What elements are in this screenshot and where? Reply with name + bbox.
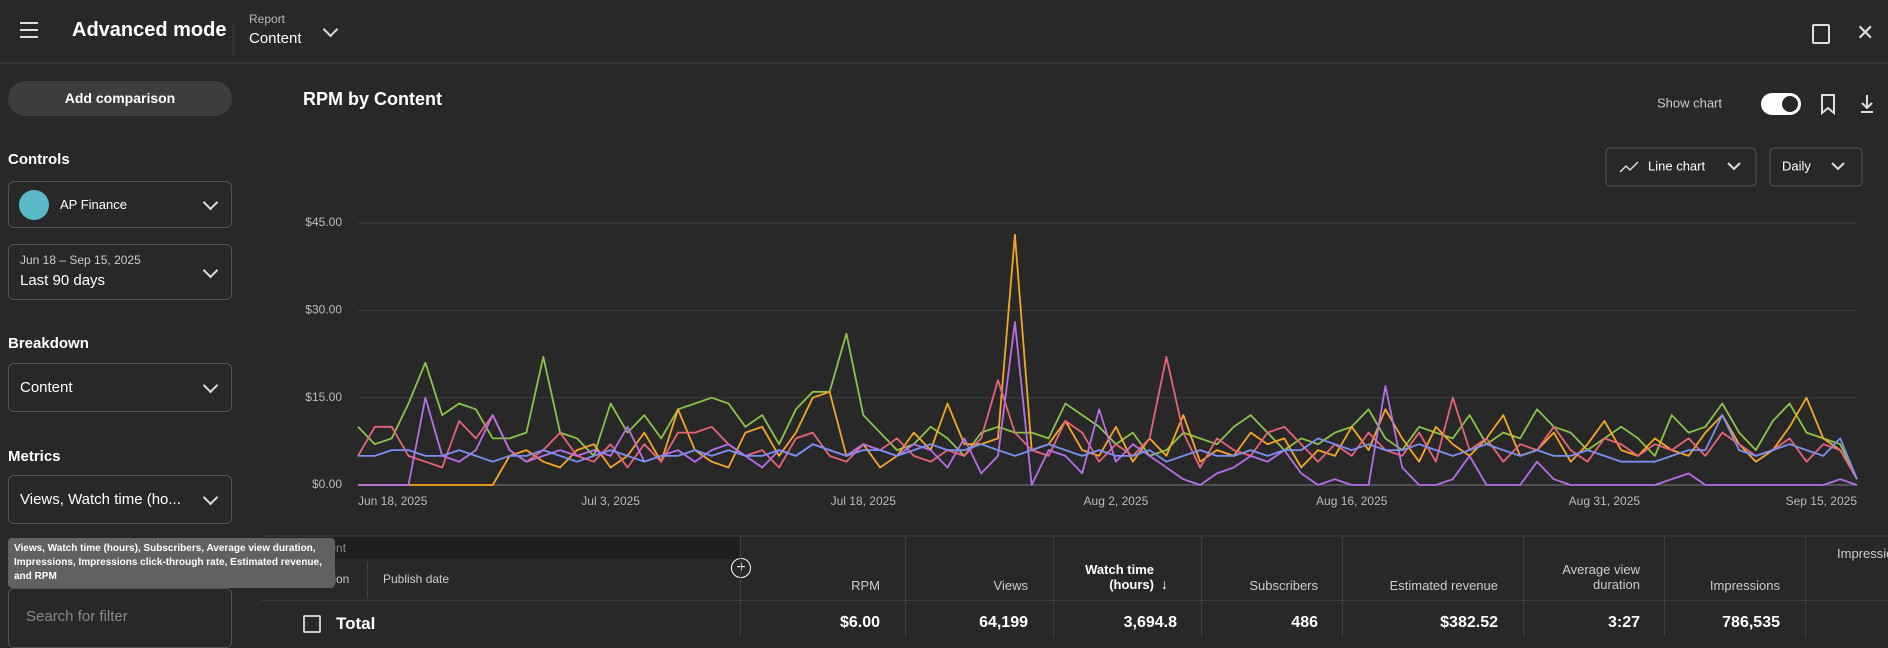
date-label: Last 90 days bbox=[20, 272, 106, 289]
row-divider bbox=[262, 600, 1888, 601]
column-header[interactable]: Impressions bbox=[1709, 578, 1780, 593]
column-divider bbox=[1664, 536, 1665, 637]
chevron bbox=[1727, 162, 1741, 171]
close-icon[interactable]: ✕ bbox=[1856, 20, 1875, 45]
column-divider bbox=[1053, 536, 1054, 637]
channel-avatar bbox=[19, 190, 49, 220]
column-header: Publish date bbox=[383, 572, 450, 586]
search-placeholder: Search for filter bbox=[26, 608, 128, 625]
total-cell: $382.52 bbox=[1440, 614, 1498, 631]
add-column-icon[interactable]: + bbox=[731, 558, 751, 578]
column-header[interactable]: Subscribers bbox=[1249, 578, 1318, 593]
line-icon bbox=[1619, 161, 1639, 173]
date-select[interactable]: Jun 18 – Sep 15, 2025 Last 90 days bbox=[8, 244, 232, 300]
column-header[interactable]: Impressions click-through rate bbox=[1837, 546, 1888, 561]
x-tick-label: Jun 18, 2025 bbox=[358, 494, 428, 508]
column-divider bbox=[1805, 536, 1806, 637]
column-header[interactable]: RPM bbox=[851, 578, 880, 593]
channel-select[interactable]: AP Finance bbox=[8, 181, 232, 228]
breakdown-value: Content bbox=[20, 379, 73, 396]
x-tick-label: Sep 15, 2025 bbox=[1786, 494, 1858, 508]
y-tick-label: $45.00 bbox=[305, 215, 342, 229]
content-header-bar bbox=[262, 537, 740, 559]
chevron bbox=[202, 489, 219, 506]
total-cell: 3:27 bbox=[1607, 614, 1640, 631]
x-tick-label: Aug 31, 2025 bbox=[1569, 494, 1641, 508]
chevron bbox=[1831, 162, 1845, 171]
chevron bbox=[202, 194, 219, 211]
interval-label: Daily bbox=[1782, 158, 1811, 173]
chart-type-label: Line chart bbox=[1648, 158, 1705, 173]
x-tick-label: Jul 3, 2025 bbox=[581, 494, 640, 508]
y-tick-label: $0.00 bbox=[312, 477, 342, 491]
x-tick-label: Aug 16, 2025 bbox=[1316, 494, 1388, 508]
menu-icon[interactable] bbox=[20, 22, 38, 38]
column-header[interactable]: Average view duration bbox=[1562, 562, 1640, 592]
total-cell: 3,694.8 bbox=[1123, 614, 1177, 631]
breakdown-heading: Breakdown bbox=[8, 335, 89, 352]
metrics-value: Views, Watch time (ho... bbox=[20, 491, 181, 508]
column-divider bbox=[367, 562, 368, 598]
show-chart-label: Show chart bbox=[1657, 95, 1722, 110]
total-label: Total bbox=[336, 614, 376, 633]
chevron bbox=[202, 377, 219, 394]
feedback-icon[interactable] bbox=[1812, 24, 1830, 44]
row-checkbox[interactable] bbox=[303, 615, 321, 633]
chart-type-button[interactable] bbox=[1605, 147, 1757, 187]
column-header[interactable]: Estimated revenue bbox=[1389, 578, 1498, 593]
page-title: Advanced mode bbox=[72, 19, 227, 41]
add-comparison-button[interactable]: Add comparison bbox=[8, 81, 232, 116]
download-icon[interactable] bbox=[1861, 95, 1873, 113]
metrics-heading: Metrics bbox=[8, 448, 61, 465]
series-line bbox=[358, 321, 1858, 486]
bookmark-icon[interactable] bbox=[1821, 94, 1835, 116]
total-cell: 486 bbox=[1291, 614, 1318, 631]
y-tick-label: $30.00 bbox=[305, 303, 342, 317]
toggle[interactable] bbox=[1761, 93, 1801, 115]
interval-button[interactable] bbox=[1769, 147, 1863, 187]
column-divider bbox=[1201, 536, 1202, 637]
total-cell: 64,199 bbox=[979, 614, 1028, 631]
series-line bbox=[358, 233, 1858, 486]
controls-heading: Controls bbox=[8, 151, 70, 168]
chart-title: RPM by Content bbox=[303, 89, 442, 109]
x-tick-label: Jul 18, 2025 bbox=[831, 494, 897, 508]
channel-name: AP Finance bbox=[60, 197, 127, 212]
column-header[interactable]: Watch time (hours) bbox=[1085, 562, 1154, 592]
total-cell: $6.00 bbox=[839, 614, 880, 631]
y-tick-label: $15.00 bbox=[305, 390, 342, 404]
column-header[interactable]: Views bbox=[993, 578, 1028, 593]
report-label: Report bbox=[249, 12, 286, 26]
column-divider bbox=[740, 536, 741, 637]
column-divider bbox=[1342, 536, 1343, 637]
metrics-tooltip: Views, Watch time (hours), Subscribers, … bbox=[8, 538, 335, 588]
date-range: Jun 18 – Sep 15, 2025 bbox=[20, 253, 141, 267]
total-cell: 786,535 bbox=[1722, 614, 1780, 631]
report-value[interactable]: Content bbox=[249, 30, 302, 47]
x-tick-label: Aug 2, 2025 bbox=[1084, 494, 1149, 508]
metrics-select[interactable]: Views, Watch time (ho... bbox=[8, 475, 232, 524]
column-divider bbox=[905, 536, 906, 637]
breakdown-select[interactable]: Content bbox=[8, 363, 232, 412]
sort-icon: ↓ bbox=[1161, 576, 1168, 592]
search-box[interactable]: Search for filter bbox=[8, 588, 232, 648]
series-line bbox=[358, 414, 1858, 480]
column-divider bbox=[1523, 536, 1524, 637]
chevron bbox=[202, 262, 219, 279]
